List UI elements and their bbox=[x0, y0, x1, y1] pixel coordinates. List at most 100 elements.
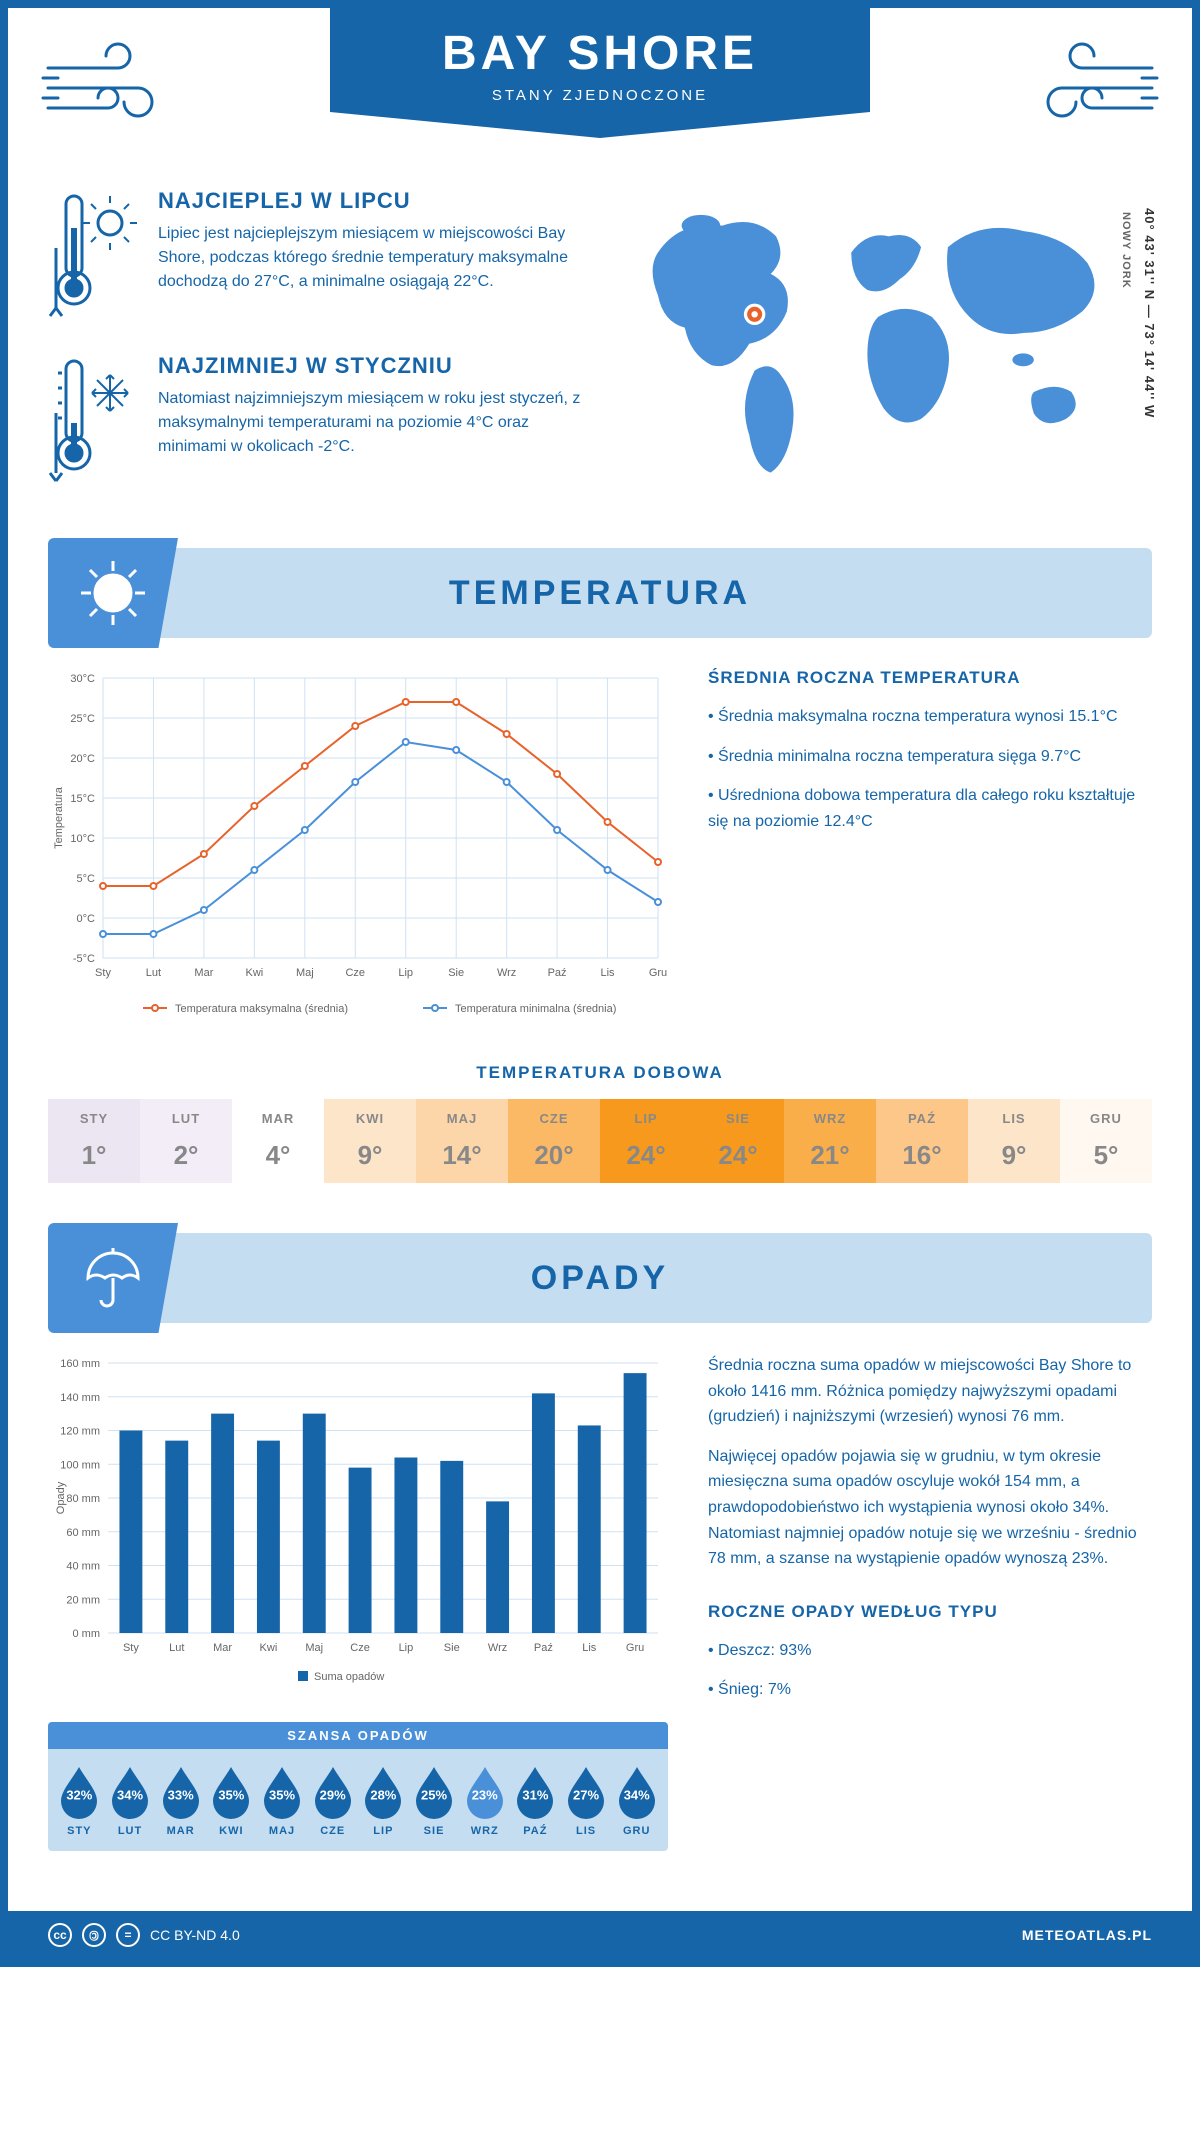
sun-icon bbox=[48, 538, 178, 648]
rain-chance-drops: 32% STY 34% LUT 33% MAR 35% KWI 35% MAJ … bbox=[48, 1749, 668, 1837]
drop-month: CZE bbox=[307, 1825, 358, 1837]
drop-month: PAŹ bbox=[510, 1825, 561, 1837]
svg-text:Temperatura maksymalna (średni: Temperatura maksymalna (średnia) bbox=[175, 1003, 348, 1015]
wind-icon-left bbox=[38, 38, 188, 138]
precipitation-section-header: OPADY bbox=[48, 1233, 1152, 1323]
temp-cell-month: WRZ bbox=[784, 1111, 876, 1126]
svg-text:Sty: Sty bbox=[123, 1642, 139, 1654]
svg-text:Lis: Lis bbox=[601, 967, 616, 979]
precipitation-chart: 0 mm20 mm40 mm60 mm80 mm100 mm120 mm140 … bbox=[48, 1353, 668, 1851]
drop-icon: 33% bbox=[159, 1763, 203, 1819]
svg-text:Lut: Lut bbox=[146, 967, 161, 979]
svg-text:Lut: Lut bbox=[169, 1642, 184, 1654]
drop-icon: 31% bbox=[513, 1763, 557, 1819]
drop-month: WRZ bbox=[459, 1825, 510, 1837]
cold-title: NAJZIMNIEJ W STYCZNIU bbox=[158, 353, 585, 379]
temperature-chart: -5°C0°C5°C10°C15°C20°C25°C30°CStyLutMarK… bbox=[48, 668, 668, 1033]
drop-icon: 29% bbox=[311, 1763, 355, 1819]
drop-value: 23% bbox=[472, 1788, 498, 1803]
svg-text:Maj: Maj bbox=[296, 967, 314, 979]
footer-site: METEOATLAS.PL bbox=[1022, 1927, 1152, 1943]
svg-text:Cze: Cze bbox=[350, 1642, 370, 1654]
rain-chance-title: SZANSA OPADÓW bbox=[48, 1722, 668, 1749]
intro-left: NAJCIEPLEJ W LIPCU Lipiec jest najcieple… bbox=[48, 188, 585, 518]
drop-icon: 34% bbox=[108, 1763, 152, 1819]
temp-cell-value: 4° bbox=[232, 1140, 324, 1171]
header: BAY SHORE STANY ZJEDNOCZONE bbox=[8, 8, 1192, 188]
rain-drop: 34% GRU bbox=[611, 1763, 662, 1837]
svg-text:Lis: Lis bbox=[582, 1642, 597, 1654]
rain-drop: 35% KWI bbox=[206, 1763, 257, 1837]
footer-license: cc 🄯 = CC BY-ND 4.0 bbox=[48, 1923, 240, 1947]
header-banner: BAY SHORE STANY ZJEDNOCZONE bbox=[330, 8, 870, 138]
drop-value: 28% bbox=[370, 1788, 396, 1803]
temp-cell-value: 1° bbox=[48, 1140, 140, 1171]
temp-cell: MAJ14° bbox=[416, 1099, 508, 1183]
temp-cell: MAR 4° bbox=[232, 1099, 324, 1183]
temp-summary-list: Średnia maksymalna roczna temperatura wy… bbox=[708, 704, 1152, 834]
svg-text:Kwi: Kwi bbox=[260, 1642, 278, 1654]
drop-icon: 34% bbox=[615, 1763, 659, 1819]
temp-cell-value: 20° bbox=[508, 1140, 600, 1171]
temp-summary-title: ŚREDNIA ROCZNA TEMPERATURA bbox=[708, 668, 1152, 688]
temp-cell: LUT2° bbox=[140, 1099, 232, 1183]
drop-icon: 28% bbox=[361, 1763, 405, 1819]
nd-icon: = bbox=[116, 1923, 140, 1947]
svg-text:100 mm: 100 mm bbox=[60, 1459, 100, 1471]
hot-desc: Lipiec jest najcieplejszym miesiącem w m… bbox=[158, 222, 585, 294]
temp-cell: SIE24° bbox=[692, 1099, 784, 1183]
svg-text:20 mm: 20 mm bbox=[66, 1594, 100, 1606]
temp-cell-month: STY bbox=[48, 1111, 140, 1126]
temperature-section-header: TEMPERATURA bbox=[48, 548, 1152, 638]
svg-text:Sie: Sie bbox=[448, 967, 464, 979]
svg-text:30°C: 30°C bbox=[70, 673, 95, 685]
svg-text:40 mm: 40 mm bbox=[66, 1561, 100, 1573]
drop-value: 31% bbox=[522, 1788, 548, 1803]
svg-text:Gru: Gru bbox=[649, 967, 667, 979]
precip-type-list: Deszcz: 93% Śnieg: 7% bbox=[708, 1638, 1152, 1703]
footer: cc 🄯 = CC BY-ND 4.0 METEOATLAS.PL bbox=[8, 1911, 1192, 1959]
temp-cell-month: MAR bbox=[232, 1111, 324, 1126]
drop-month: MAJ bbox=[257, 1825, 308, 1837]
svg-text:Mar: Mar bbox=[213, 1642, 232, 1654]
temperature-title: TEMPERATURA bbox=[449, 574, 751, 613]
drop-month: LUT bbox=[105, 1825, 156, 1837]
rain-drop: 35% MAJ bbox=[257, 1763, 308, 1837]
drop-value: 34% bbox=[117, 1788, 143, 1803]
drop-value: 29% bbox=[320, 1788, 346, 1803]
drop-value: 35% bbox=[269, 1788, 295, 1803]
drop-icon: 35% bbox=[209, 1763, 253, 1819]
hot-title: NAJCIEPLEJ W LIPCU bbox=[158, 188, 585, 214]
precip-type-item: Śnieg: 7% bbox=[708, 1677, 1152, 1703]
page-subtitle: STANY ZJEDNOCZONE bbox=[330, 87, 870, 104]
cc-icon: cc bbox=[48, 1923, 72, 1947]
precip-type-item: Deszcz: 93% bbox=[708, 1638, 1152, 1664]
svg-text:Kwi: Kwi bbox=[245, 967, 263, 979]
drop-month: MAR bbox=[155, 1825, 206, 1837]
precip-type-title: ROCZNE OPADY WEDŁUG TYPU bbox=[708, 1602, 1152, 1622]
rain-drop: 23% WRZ bbox=[459, 1763, 510, 1837]
drop-month: GRU bbox=[611, 1825, 662, 1837]
precip-para2: Najwięcej opadów pojawia się w grudniu, … bbox=[708, 1444, 1152, 1572]
cold-text: NAJZIMNIEJ W STYCZNIU Natomiast najzimni… bbox=[158, 353, 585, 488]
temp-cell-month: GRU bbox=[1060, 1111, 1152, 1126]
umbrella-icon bbox=[48, 1223, 178, 1333]
svg-text:Mar: Mar bbox=[194, 967, 213, 979]
temp-cell-month: KWI bbox=[324, 1111, 416, 1126]
rain-drop: 34% LUT bbox=[105, 1763, 156, 1837]
drop-value: 32% bbox=[66, 1788, 92, 1803]
drop-value: 34% bbox=[624, 1788, 650, 1803]
svg-text:Sty: Sty bbox=[95, 967, 111, 979]
svg-text:120 mm: 120 mm bbox=[60, 1426, 100, 1438]
thermometer-hot-icon bbox=[48, 188, 138, 323]
precipitation-title: OPADY bbox=[531, 1259, 669, 1298]
page: BAY SHORE STANY ZJEDNOCZONE bbox=[0, 0, 1200, 1967]
svg-text:-5°C: -5°C bbox=[73, 953, 95, 965]
cold-desc: Natomiast najzimniejszym miesiącem w rok… bbox=[158, 387, 585, 459]
svg-text:Gru: Gru bbox=[626, 1642, 644, 1654]
drop-icon: 23% bbox=[463, 1763, 507, 1819]
svg-text:Paź: Paź bbox=[548, 967, 567, 979]
temp-cell-value: 14° bbox=[416, 1140, 508, 1171]
temp-cell: KWI9° bbox=[324, 1099, 416, 1183]
svg-text:Maj: Maj bbox=[305, 1642, 323, 1654]
